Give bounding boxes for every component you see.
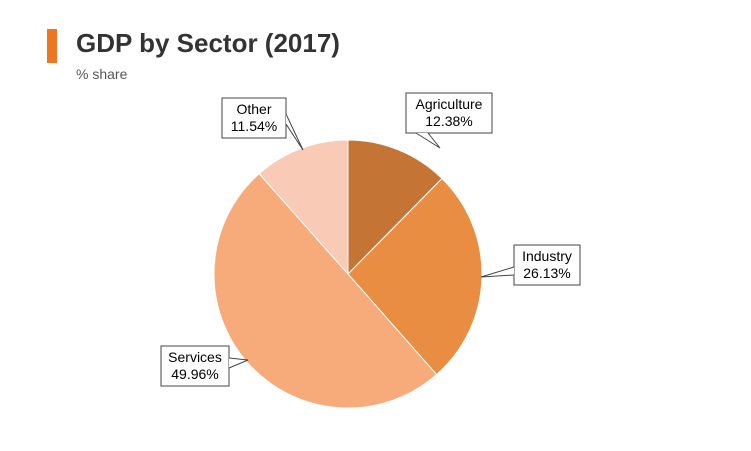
callout-box [405,92,493,134]
slice-value-label: 49.96% [171,366,218,382]
callout-box [160,345,230,387]
pie-slice-industry [347,177,483,376]
callout-box [221,97,287,139]
callout-pointer [285,113,304,151]
callout-box [513,244,581,286]
slice-name-label: Other [236,101,271,117]
slice-value-label: 12.38% [425,113,472,129]
callout-pointer [415,132,441,149]
slices-layer [213,139,483,409]
slice-value-label: 11.54% [231,118,277,134]
pie-slice-agriculture [347,139,443,276]
title-accent-bar [47,29,57,63]
chart-title: GDP by Sector (2017) [76,28,340,58]
slice-name-label: Services [168,349,222,365]
slice-value-label: 26.13% [523,265,570,281]
slice-name-label: Industry [522,248,572,264]
pie-slice-other [258,139,349,276]
callout-pointer [480,266,515,278]
chart-subtitle: % share [76,66,128,82]
callout-pointer [228,357,249,369]
pie-slice-services [213,172,438,409]
slice-name-label: Agriculture [416,96,483,112]
